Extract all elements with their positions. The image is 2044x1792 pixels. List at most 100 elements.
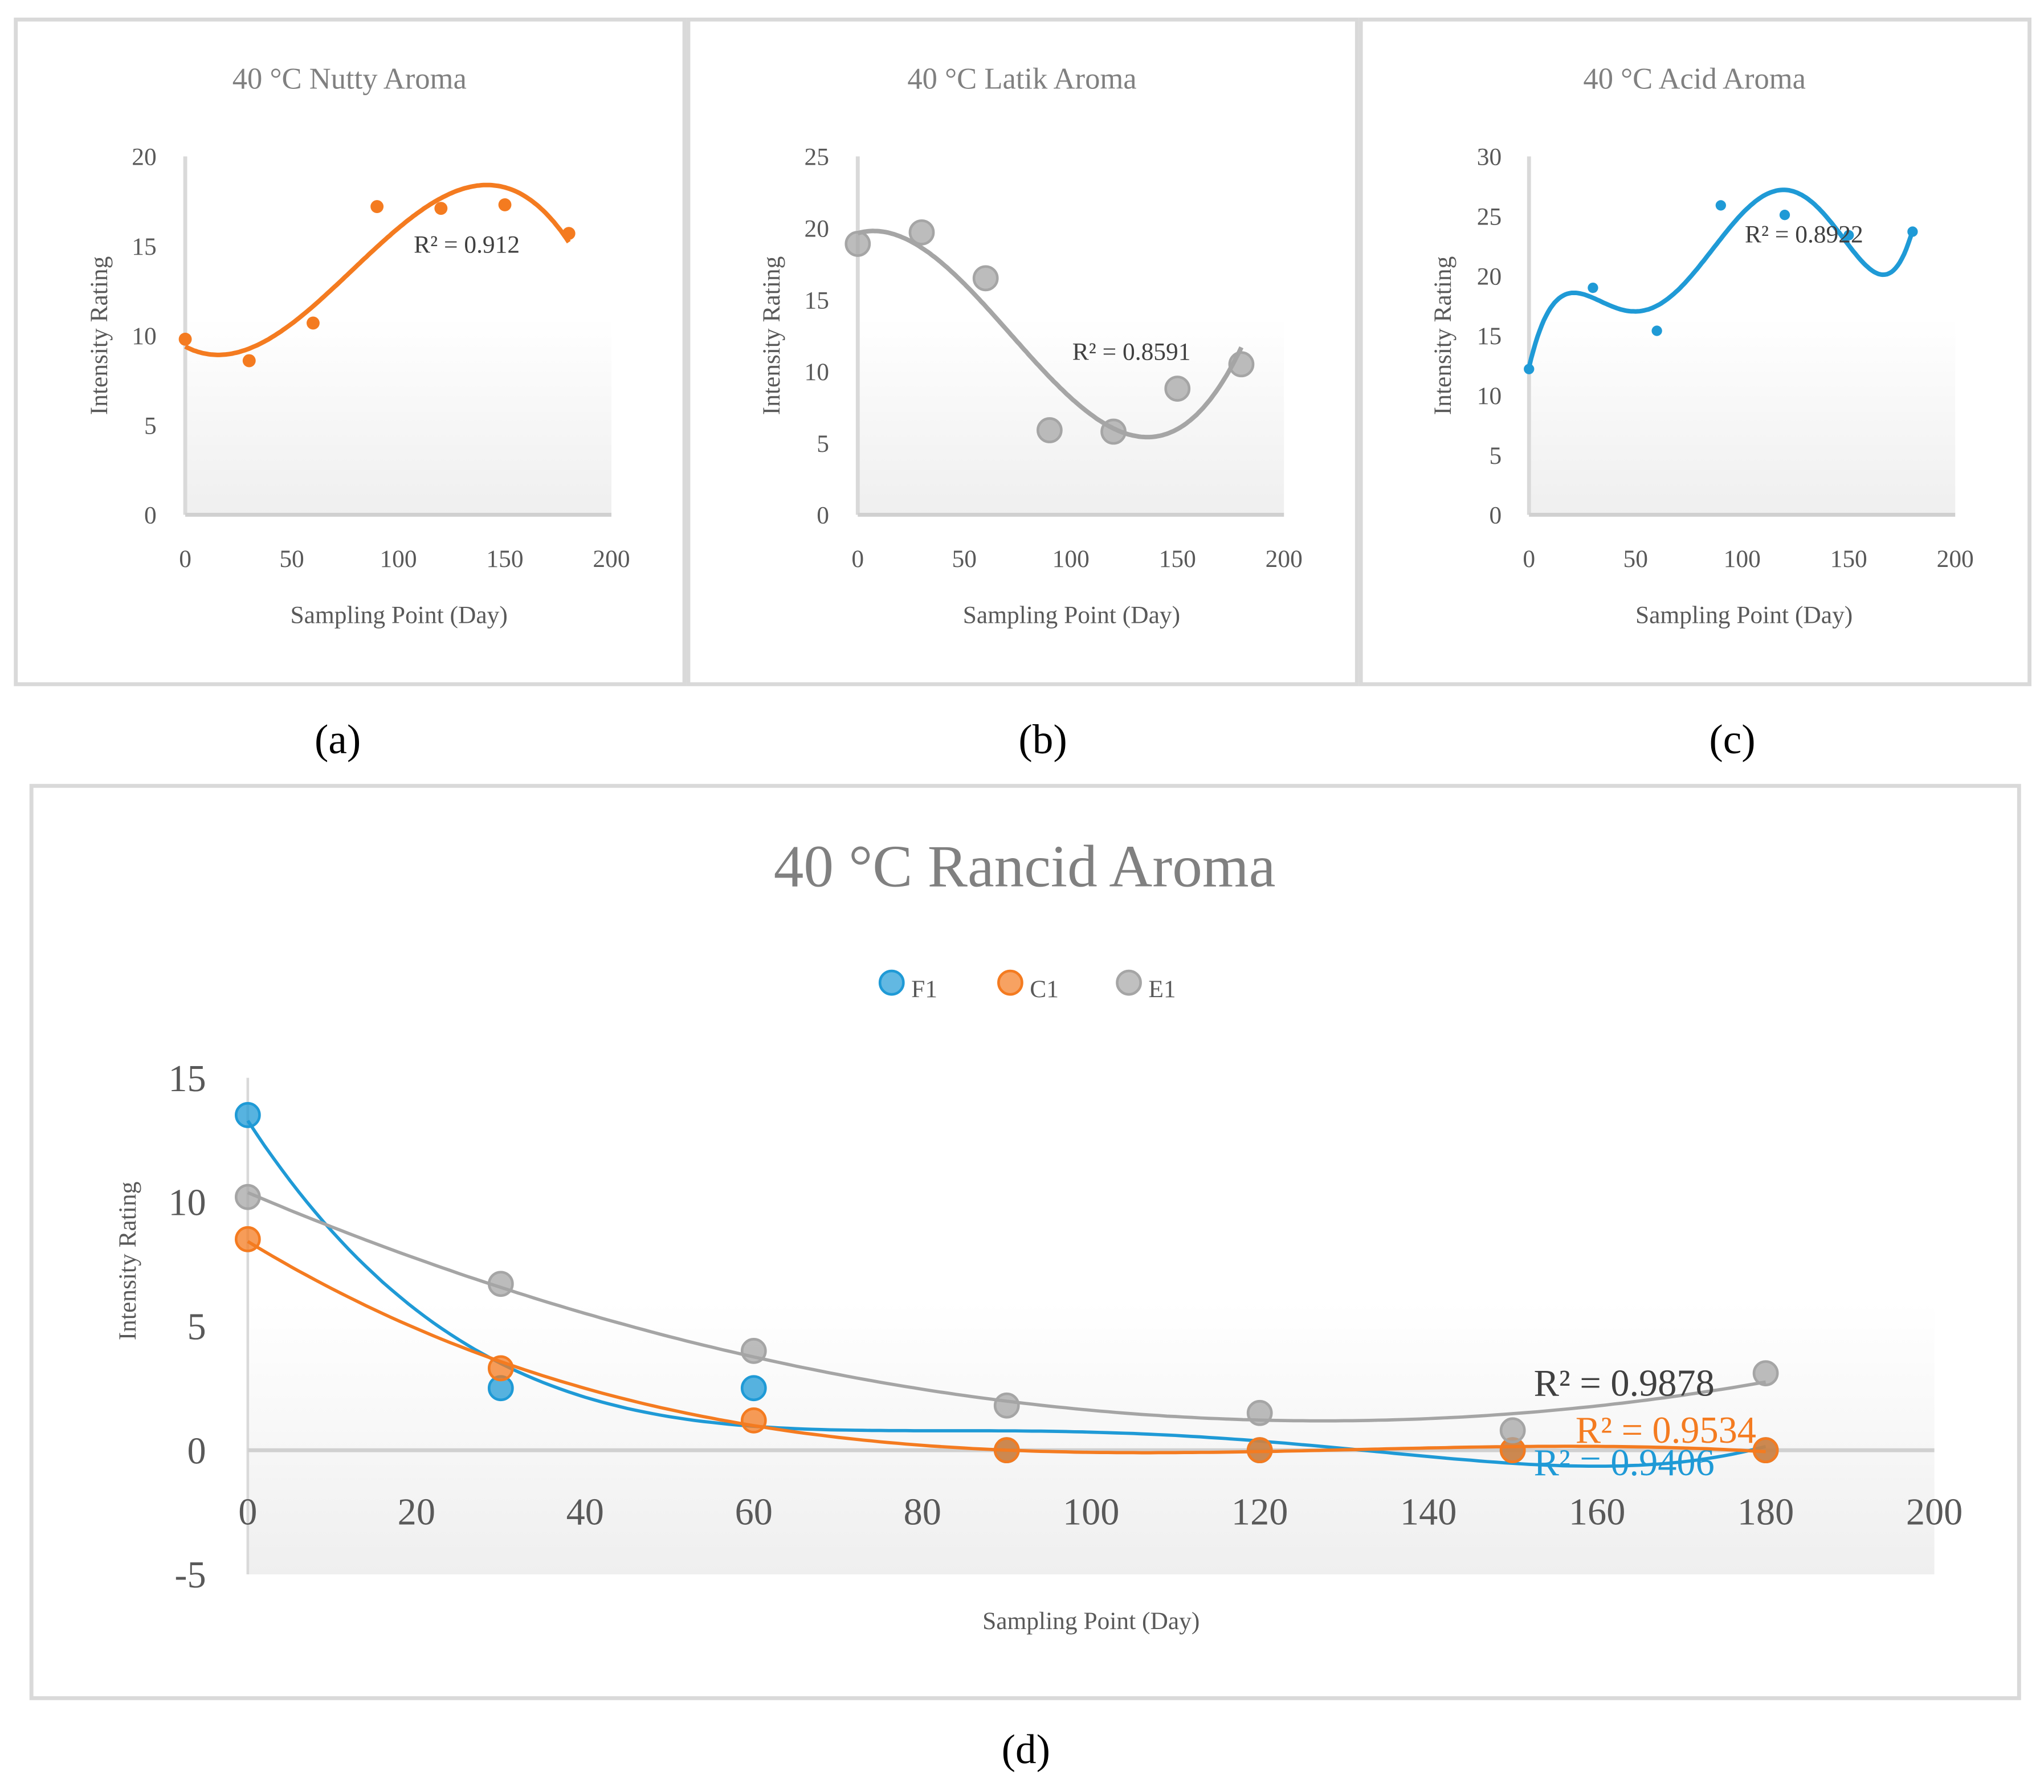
y-tick-label: 25: [805, 144, 829, 171]
data-point-Nutty: [370, 200, 384, 213]
caption-d: (d): [1002, 1726, 1050, 1773]
x-tick-label: 0: [851, 545, 864, 573]
data-point-Latik: [908, 219, 935, 246]
data-point-C1: [1246, 1437, 1273, 1464]
r2-label-Latik: R² = 0.8591: [1072, 338, 1191, 365]
x-tick-label: 60: [735, 1492, 773, 1533]
data-point-F1: [740, 1375, 767, 1402]
x-tick-label: 50: [279, 545, 304, 573]
chart-2: 40 °C Acid Aroma 0 50 100 150 200 0 5 10 15 20 25 30…: [1429, 63, 1974, 629]
caption-c: (c): [1709, 716, 1755, 762]
x-tick-label: 140: [1400, 1492, 1457, 1533]
x-tick-label: 200: [1937, 545, 1974, 573]
data-point-Acid: [1843, 230, 1854, 241]
x-tick-label: 200: [1906, 1492, 1963, 1533]
data-point-C1: [487, 1355, 514, 1382]
legend-label-C1: C1: [1030, 975, 1059, 1003]
x-tick-label: 50: [952, 545, 977, 573]
y-tick-label: 15: [132, 233, 156, 260]
y-tick-label: 0: [1489, 502, 1502, 529]
chart-1: 40 °C Latik Aroma 0 50 100 150 200 0 5 10 15 20 25 S…: [758, 63, 1303, 629]
y-tick-label: 10: [805, 358, 829, 386]
plot-area: [185, 156, 612, 515]
r2-label-C1: R² = 0.9534: [1576, 1410, 1756, 1451]
data-point-Acid: [1715, 200, 1726, 211]
data-point-Acid: [1651, 325, 1662, 336]
data-point-Nutty: [178, 332, 192, 346]
data-point-E1: [234, 1183, 261, 1210]
x-axis-label: Sampling Point (Day): [982, 1607, 1200, 1635]
x-tick-label: 100: [1052, 545, 1090, 573]
data-point-E1: [1499, 1417, 1526, 1444]
plot-area: [858, 156, 1284, 515]
data-point-C1: [993, 1437, 1020, 1464]
data-point-Acid: [1524, 364, 1535, 374]
legend-label-F1: F1: [911, 975, 937, 1003]
y-tick-label: 0: [817, 502, 829, 529]
y-tick-label: 5: [817, 430, 829, 458]
data-point-Acid: [1907, 226, 1918, 237]
y-axis-label: Intensity Rating: [85, 256, 113, 415]
panel-b-frame: [686, 17, 1359, 687]
r2-label-Nutty: R² = 0.912: [414, 231, 520, 259]
data-point-Acid: [1588, 282, 1598, 293]
x-tick-label: 80: [904, 1492, 941, 1533]
y-tick-label: -5: [174, 1554, 206, 1596]
x-tick-label: 180: [1737, 1492, 1794, 1533]
data-point-Latik: [1228, 351, 1255, 378]
x-tick-label: 200: [593, 545, 630, 573]
y-tick-label: 0: [187, 1430, 206, 1472]
x-tick-label: 0: [238, 1492, 257, 1533]
x-tick-label: 150: [486, 545, 523, 573]
data-point-E1: [487, 1271, 514, 1297]
r2-label-E1: R² = 0.9878: [1534, 1363, 1715, 1405]
data-point-Nutty: [562, 227, 576, 240]
x-tick-label: 20: [398, 1492, 435, 1533]
y-axis-label: Intensity Rating: [1429, 256, 1456, 415]
chart-title: 40 °C Rancid Aroma: [774, 832, 1276, 899]
chart-title: 40 °C Latik Aroma: [907, 63, 1136, 96]
y-tick-label: 15: [168, 1058, 206, 1100]
data-point-C1: [740, 1407, 767, 1434]
chart-title: 40 °C Nutty Aroma: [232, 63, 467, 96]
caption-a: (a): [315, 716, 361, 762]
legend-marker-E1: [1116, 969, 1142, 996]
y-tick-label: 5: [144, 412, 157, 439]
y-tick-label: 20: [805, 215, 829, 242]
chart-title: 40 °C Acid Aroma: [1583, 63, 1806, 96]
data-point-Latik: [1037, 417, 1063, 443]
y-tick-label: 15: [1477, 323, 1502, 350]
data-point-Nutty: [434, 202, 448, 215]
y-tick-label: 0: [144, 502, 157, 529]
trendline-Nutty: [184, 182, 571, 357]
y-tick-label: 15: [805, 287, 829, 314]
x-tick-label: 100: [380, 545, 417, 573]
r2-label-Acid: R² = 0.8922: [1745, 221, 1863, 248]
chart-0: 40 °C Nutty Aroma 0 50 100 150 200 0 5 10 15 20 Sam…: [85, 63, 630, 629]
data-point-E1: [1752, 1360, 1779, 1386]
data-point-Acid: [1779, 210, 1790, 221]
plot-area: [247, 1077, 1935, 1575]
y-tick-label: 10: [168, 1182, 206, 1224]
data-point-E1: [740, 1337, 767, 1364]
trendline-Acid: [1527, 187, 1915, 368]
y-tick-label: 5: [1489, 442, 1502, 470]
data-point-Latik: [972, 265, 999, 292]
x-tick-label: 100: [1724, 545, 1761, 573]
data-point-Latik: [1100, 418, 1127, 445]
legend-marker-C1: [997, 969, 1023, 996]
x-tick-label: 100: [1063, 1492, 1120, 1533]
data-point-E1: [993, 1392, 1020, 1419]
panel-a-frame: [14, 17, 687, 687]
x-tick-label: 50: [1623, 545, 1648, 573]
data-point-C1: [234, 1226, 261, 1252]
y-tick-label: 20: [132, 144, 156, 171]
x-tick-label: 40: [566, 1492, 604, 1533]
x-axis-label: Sampling Point (Day): [1635, 601, 1853, 628]
data-point-E1: [1246, 1399, 1273, 1426]
plot-area: [1529, 156, 1956, 515]
x-tick-label: 120: [1231, 1492, 1288, 1533]
y-tick-label: 25: [1477, 203, 1502, 231]
